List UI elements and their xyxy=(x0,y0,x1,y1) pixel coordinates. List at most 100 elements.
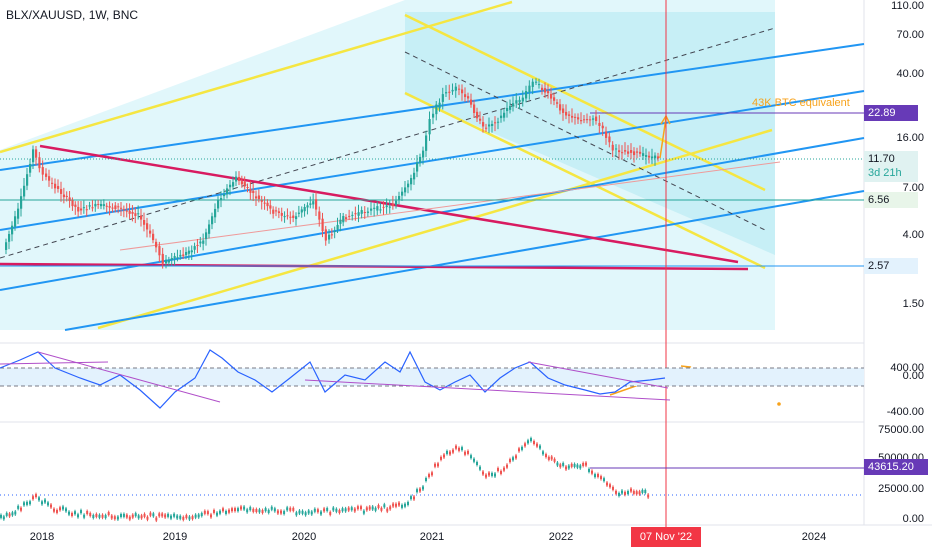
volume-candle xyxy=(491,472,493,476)
volume-candle xyxy=(464,451,466,455)
candle-body xyxy=(336,224,339,230)
volume-candle xyxy=(455,445,457,449)
candle-body xyxy=(238,176,241,181)
rsi-line xyxy=(0,349,666,409)
candle-body xyxy=(401,191,404,196)
candle-body xyxy=(342,216,345,223)
rsi-axis-label: 400.00 xyxy=(890,362,924,374)
volume-candle xyxy=(500,470,502,474)
candle-body xyxy=(223,194,226,197)
time-axis-label: 2022 xyxy=(548,531,574,543)
volume-candle xyxy=(68,511,70,515)
volume-candle xyxy=(273,508,276,512)
candle-body xyxy=(275,210,278,212)
candle-body xyxy=(158,246,161,256)
volume-candle xyxy=(404,503,406,507)
yellow-falling-lower xyxy=(404,91,766,270)
volume-candle xyxy=(407,501,409,505)
volume-candle xyxy=(41,501,43,505)
volume-candle xyxy=(17,505,20,509)
candle-body xyxy=(550,93,553,99)
volume-candle xyxy=(267,509,270,513)
candle-body xyxy=(589,119,592,121)
volume-candle xyxy=(188,516,191,520)
time-axis-label: 2020 xyxy=(291,531,317,543)
volume-candle xyxy=(134,513,137,517)
price-axis-label: 16.00 xyxy=(896,132,924,144)
candle-body xyxy=(269,205,272,209)
volume-candle xyxy=(98,514,101,518)
candle-body xyxy=(187,250,191,254)
volume-candle xyxy=(71,513,73,517)
volume-candle xyxy=(47,502,49,506)
volume-candle xyxy=(479,466,481,470)
volume-candle xyxy=(452,449,454,453)
volume-candle xyxy=(203,510,206,514)
volume-candle xyxy=(632,490,635,494)
candle-body xyxy=(176,257,179,259)
volume-candle xyxy=(301,510,304,514)
candle-body xyxy=(226,188,229,195)
candle-body xyxy=(562,108,565,113)
candle-body xyxy=(105,205,108,207)
channel-fill-falling xyxy=(405,12,775,255)
volume-axis-label: 25000.00 xyxy=(878,483,924,495)
volume-candle xyxy=(246,509,249,513)
volume-candle xyxy=(276,510,279,514)
candle-body xyxy=(295,216,298,220)
time-axis-label: 2021 xyxy=(419,531,445,543)
rsi-axis-label: 0.00 xyxy=(902,370,924,382)
candle-body xyxy=(217,199,220,209)
candle-body xyxy=(85,209,88,211)
candle-body xyxy=(580,120,583,122)
volume-candle xyxy=(383,504,386,508)
candle-body xyxy=(482,122,485,127)
candle-body xyxy=(100,203,103,207)
candle-body xyxy=(382,206,385,208)
candle-body xyxy=(286,215,289,217)
volume-candle xyxy=(240,506,242,510)
candle-body xyxy=(26,174,29,186)
candle-body xyxy=(485,127,488,129)
candle-body xyxy=(488,124,491,127)
candle-body xyxy=(395,200,398,205)
candle-body xyxy=(376,206,379,211)
candle-body xyxy=(605,131,608,138)
volume-candle xyxy=(641,489,644,493)
candle-body xyxy=(639,151,642,154)
candle-body xyxy=(366,211,370,213)
candle-body xyxy=(149,230,152,234)
volume-candle xyxy=(176,515,179,519)
candle-body xyxy=(321,218,324,232)
volume-candle xyxy=(116,516,119,520)
volume-candle xyxy=(497,468,499,472)
candle-body xyxy=(114,205,117,210)
candle-body xyxy=(425,135,428,151)
price-axis-label: 7.00 xyxy=(902,182,924,194)
candle-body xyxy=(146,223,149,230)
symbol-header[interactable]: BLX/XAUUSD, 1W, BNC xyxy=(6,8,139,22)
volume-candle xyxy=(140,515,143,519)
volume-candle xyxy=(547,456,550,460)
volume-candle xyxy=(228,509,230,513)
yellow-channel-upper xyxy=(0,0,513,154)
volume-candle xyxy=(11,512,14,516)
price-axis-label: 40.00 xyxy=(896,68,924,80)
volume-candle xyxy=(585,462,587,466)
volume-candle xyxy=(545,454,547,458)
candle-body xyxy=(651,156,654,159)
level-badge-top: 22.89 xyxy=(864,105,918,121)
volume-candle xyxy=(473,458,475,462)
time-axis-label: 2024 xyxy=(801,531,827,543)
volume-candle xyxy=(289,507,292,511)
yellow-channel-lower xyxy=(97,128,773,330)
rsi-axis-label: -400.00 xyxy=(886,406,924,418)
volume-candle xyxy=(550,456,553,460)
candle-body xyxy=(23,185,26,197)
volume-candle xyxy=(216,512,218,516)
candle-body xyxy=(97,203,100,205)
candle-body xyxy=(583,119,586,121)
volume-candle xyxy=(635,491,638,495)
